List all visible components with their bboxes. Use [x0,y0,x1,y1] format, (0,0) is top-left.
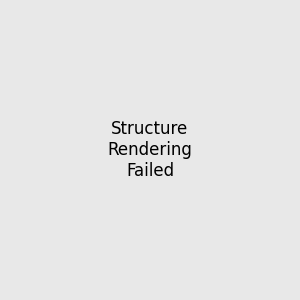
Text: Structure
Rendering
Failed: Structure Rendering Failed [108,120,192,180]
